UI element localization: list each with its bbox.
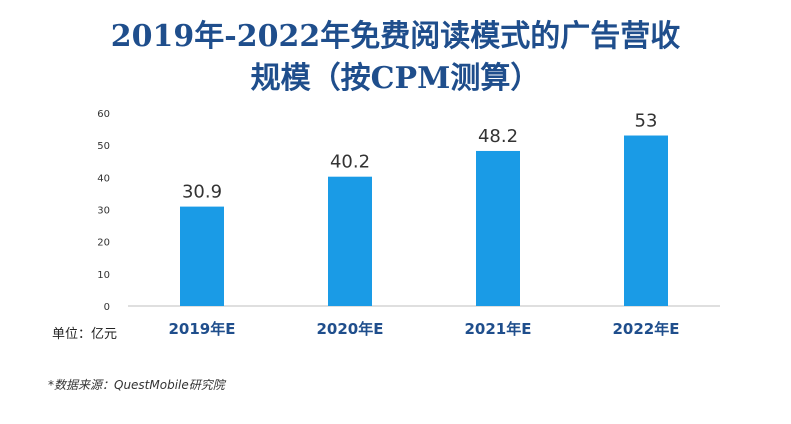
bar xyxy=(328,176,372,306)
y-tick-label: 30 xyxy=(97,206,110,217)
source-note: *数据来源：QuestMobile研究院 xyxy=(48,378,225,392)
y-tick-label: 50 xyxy=(97,141,110,152)
y-tick-label: 0 xyxy=(104,302,110,313)
bar xyxy=(180,206,224,306)
x-tick-label: 2022年E xyxy=(613,320,680,338)
y-axis: 0 10 20 30 40 50 60 xyxy=(97,109,110,313)
y-tick-label: 20 xyxy=(97,238,110,249)
bars xyxy=(180,135,668,306)
bar-value-label: 53 xyxy=(635,111,658,132)
chart-subtitle: 规模（按CPM测算） xyxy=(250,61,541,96)
bar-value-label: 40.2 xyxy=(330,152,370,173)
chart-title: 2019年-2022年免费阅读模式的广告营收 xyxy=(110,19,681,54)
x-axis: 2019年E 2020年E 2021年E 2022年E xyxy=(169,320,680,338)
bar xyxy=(476,150,520,306)
y-tick-label: 10 xyxy=(97,270,110,281)
bar-value-label: 30.9 xyxy=(182,182,222,203)
y-tick-label: 60 xyxy=(97,109,110,120)
x-tick-label: 2020年E xyxy=(317,320,384,338)
bar xyxy=(624,135,668,306)
y-tick-label: 40 xyxy=(97,173,110,184)
x-tick-label: 2021年E xyxy=(465,320,532,338)
unit-label: 单位：亿元 xyxy=(52,327,118,342)
bar-value-label: 48.2 xyxy=(478,126,518,147)
x-tick-label: 2019年E xyxy=(169,320,236,338)
data-labels: 30.9 40.2 48.2 53 xyxy=(182,111,657,203)
